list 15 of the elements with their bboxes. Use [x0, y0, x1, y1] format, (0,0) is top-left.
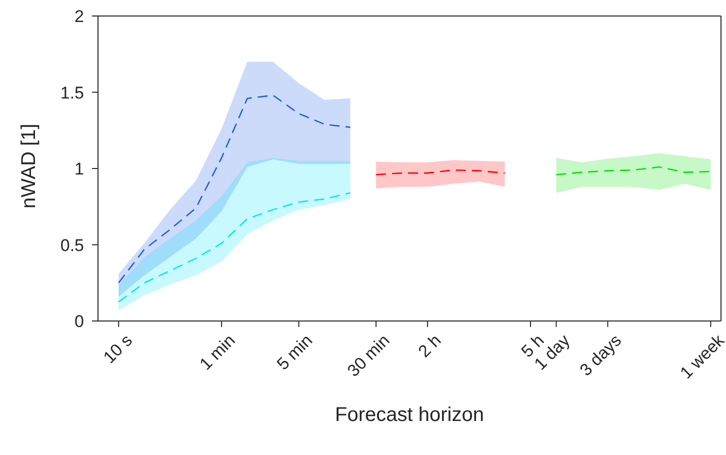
x-tick-label: 30 min — [344, 330, 394, 380]
y-tick-label: 1 — [74, 160, 84, 179]
x-axis-title: Forecast horizon — [335, 404, 484, 426]
y-tick-label: 2 — [74, 7, 84, 26]
y-tick-label: 1.5 — [60, 83, 84, 102]
y-axis-title: nWAD [1] — [18, 124, 40, 208]
x-tick-label: 5 min — [273, 330, 316, 374]
line-series — [556, 166, 712, 176]
line-series — [118, 192, 351, 303]
x-tick-label: 2 h — [414, 330, 445, 362]
x-tick-label: 10 s — [100, 330, 136, 368]
y-tick-label: 0.5 — [60, 236, 84, 255]
x-tick-label: 1 min — [196, 330, 239, 374]
y-tick-label: 0 — [74, 312, 84, 332]
line-series — [118, 94, 351, 284]
